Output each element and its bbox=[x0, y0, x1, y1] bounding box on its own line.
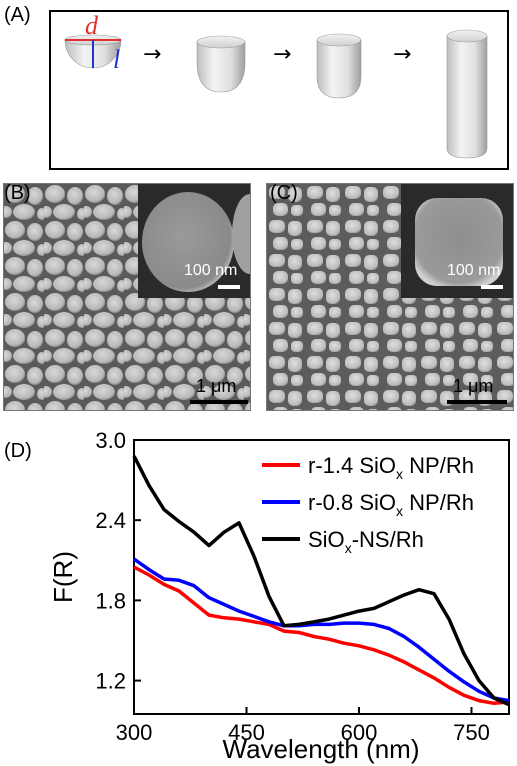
hemisphere-shape bbox=[64, 34, 122, 69]
dimension-l-label: l bbox=[113, 45, 120, 74]
series-line bbox=[132, 557, 510, 703]
x-tick-label: 450 bbox=[228, 720, 265, 745]
inset-scale-bar-c bbox=[481, 285, 503, 289]
plot-frame bbox=[133, 439, 510, 715]
y-axis-label: F(R) bbox=[48, 551, 78, 603]
inset-image-c: 100 nm bbox=[401, 184, 513, 298]
scale-label-b: 1 μm bbox=[196, 376, 237, 396]
y-tick-label: 2.4 bbox=[95, 508, 126, 533]
y-tick-label: 3.0 bbox=[95, 428, 126, 453]
panel-label-d: (D) bbox=[4, 440, 32, 462]
x-tick-label: 300 bbox=[116, 720, 153, 745]
panel-label-c: (C) bbox=[270, 182, 298, 204]
legend-label: r-0.8 SiOx NP/Rh bbox=[308, 490, 474, 519]
y-tick-label: 1.8 bbox=[95, 588, 126, 613]
shape-evolution-diagram: d l → → → bbox=[64, 11, 488, 159]
arrow-icon-1: → bbox=[143, 42, 161, 67]
series-line bbox=[132, 455, 510, 707]
scale-label-c: 1 μm bbox=[453, 376, 494, 396]
inset-scale-bar-b bbox=[218, 285, 240, 289]
panel-label-b: (B) bbox=[4, 182, 31, 204]
x-tick-label: 600 bbox=[341, 720, 378, 745]
sem-image-c: 100 nm 1 μm bbox=[266, 183, 514, 411]
legend-label: SiOx-NS/Rh bbox=[308, 527, 424, 556]
panel-label-a: (A) bbox=[4, 4, 31, 26]
series-line bbox=[133, 565, 510, 706]
dimension-d-label: d bbox=[85, 12, 99, 40]
arrow-icon-2: → bbox=[273, 42, 291, 67]
inset-scale-label-b: 100 nm bbox=[184, 262, 238, 279]
legend-label: r-1.4 SiOx NP/Rh bbox=[308, 453, 474, 482]
x-axis-label: Wavelength (nm) bbox=[223, 734, 420, 764]
arrow-icon-3: → bbox=[393, 42, 411, 67]
x-tick-label: 750 bbox=[453, 720, 490, 745]
inset-scale-label-c: 100 nm bbox=[447, 262, 501, 279]
inset-image-b: 100 nm bbox=[138, 184, 250, 298]
nanorod-shape bbox=[446, 29, 488, 159]
scale-bar-b bbox=[190, 400, 248, 404]
sem-image-b: 100 nm 1 μm bbox=[3, 183, 251, 411]
single-particle-inset bbox=[138, 184, 250, 298]
scale-bar-c bbox=[447, 400, 507, 404]
schematic-panel: d l → → → bbox=[49, 10, 509, 170]
single-rod-inset bbox=[401, 184, 513, 298]
y-tick-label: 1.2 bbox=[95, 669, 126, 694]
medium-rod-shape bbox=[316, 33, 362, 99]
fr-spectrum-chart: 1.2 1.8 2.4 3.0 300 450 600 750 r-1.4 SiOx NP/… bbox=[48, 428, 510, 764]
short-rod-shape bbox=[196, 35, 246, 93]
